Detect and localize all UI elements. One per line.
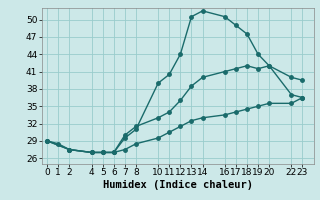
X-axis label: Humidex (Indice chaleur): Humidex (Indice chaleur) bbox=[103, 180, 252, 190]
